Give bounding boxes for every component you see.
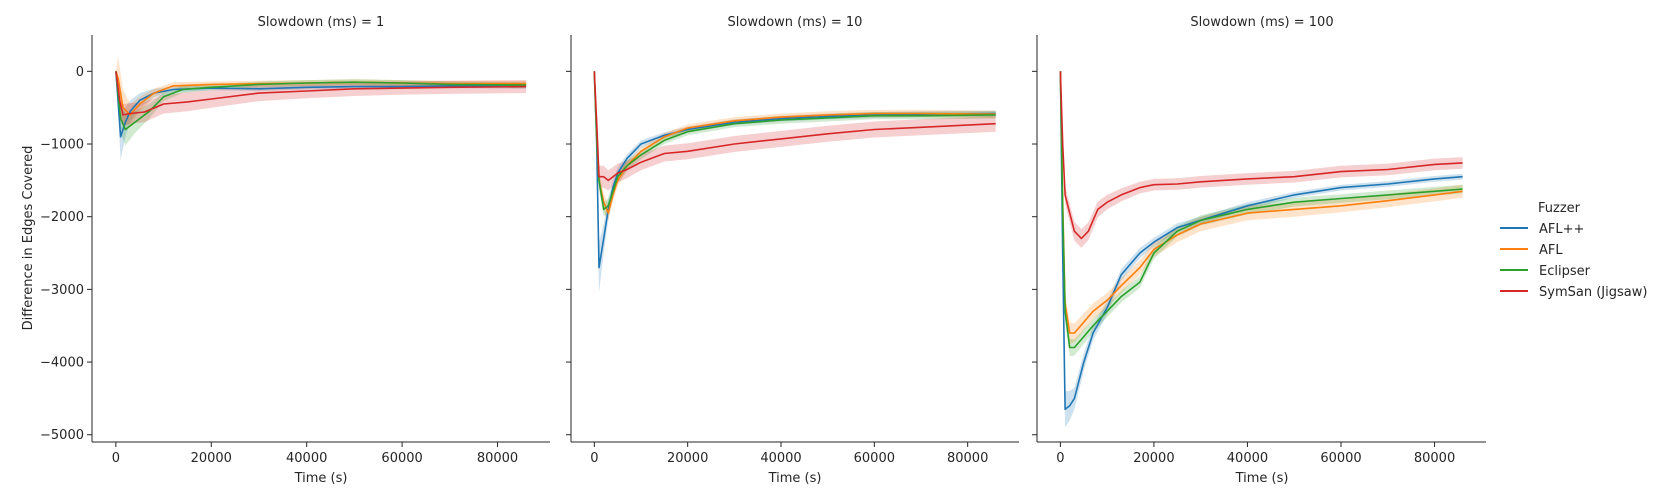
legend-label: Eclipser	[1539, 264, 1591, 279]
confidence-band-symsan-jigsaw-	[115, 71, 527, 126]
legend-title: Fuzzer	[1538, 201, 1581, 216]
y-tick-label: −2000	[40, 210, 84, 225]
x-axis-label: Time (s)	[1235, 471, 1289, 486]
legend-entry-afl-plus-plus: AFL++	[1500, 222, 1584, 237]
legend: Fuzzer AFL++ AFL Eclipser SymSan (Jigsaw…	[1500, 201, 1647, 300]
panel-title: Slowdown (ms) = 1	[258, 15, 385, 30]
x-tick-label: 80000	[947, 451, 988, 466]
panel-slowdown-10: Slowdown (ms) = 10 Time (s) 0 20000 40000 6…	[566, 15, 1019, 486]
x-axis-label: Time (s)	[294, 471, 348, 486]
panel-slowdown-100: Slowdown (ms) = 100 Time (s) 0 20000 40000…	[1032, 15, 1486, 486]
x-tick-label: 60000	[854, 451, 895, 466]
legend-entry-afl: AFL	[1500, 243, 1563, 258]
series-line-eclipser	[1059, 71, 1463, 349]
legend-entry-symsan-jigsaw: SymSan (Jigsaw)	[1500, 285, 1647, 300]
y-axis-label: Difference in Edges Covered	[21, 146, 36, 331]
series-line-symsan-jigsaw-	[1059, 71, 1463, 240]
panel-title: Slowdown (ms) = 100	[1190, 15, 1333, 30]
series-line-afl-	[593, 71, 996, 269]
x-tick-label: 40000	[760, 451, 801, 466]
x-tick-label: 0	[1056, 451, 1064, 466]
x-tick-label: 0	[112, 451, 120, 466]
x-tick-label: 20000	[667, 451, 708, 466]
series-line-eclipser	[115, 71, 527, 131]
x-tick-label: 60000	[1320, 451, 1361, 466]
x-tick-label: 80000	[1414, 451, 1455, 466]
series-line-symsan-jigsaw-	[115, 71, 527, 116]
legend-label: SymSan (Jigsaw)	[1539, 285, 1647, 300]
y-tick-label: −1000	[40, 138, 84, 153]
x-tick-label: 40000	[286, 451, 327, 466]
panel-slowdown-1: Slowdown (ms) = 1 Time (s) 0 20000 40000 60…	[40, 15, 550, 486]
confidence-band-afl-	[115, 71, 527, 160]
y-tick-label: −3000	[40, 283, 84, 298]
y-tick-label: −4000	[40, 356, 84, 371]
y-tick-label: 0	[76, 65, 84, 80]
x-tick-label: 40000	[1227, 451, 1268, 466]
series-line-afl-	[1059, 71, 1463, 411]
confidence-band-afl-	[1060, 71, 1463, 428]
series-line-symsan-jigsaw-	[593, 71, 996, 182]
x-tick-label: 60000	[381, 451, 422, 466]
y-tick-label: −5000	[40, 428, 84, 443]
legend-label: AFL++	[1539, 222, 1584, 237]
panel-title: Slowdown (ms) = 10	[728, 15, 863, 30]
x-tick-label: 0	[590, 451, 598, 466]
series-line-eclipser	[593, 71, 996, 211]
series-line-afl	[1059, 71, 1463, 334]
legend-label: AFL	[1539, 243, 1563, 258]
confidence-band-symsan-jigsaw-	[594, 71, 996, 191]
x-axis-label: Time (s)	[768, 471, 822, 486]
x-tick-label: 80000	[477, 451, 518, 466]
x-tick-label: 20000	[191, 451, 232, 466]
legend-entry-eclipser: Eclipser	[1500, 264, 1591, 279]
x-tick-label: 20000	[1133, 451, 1174, 466]
